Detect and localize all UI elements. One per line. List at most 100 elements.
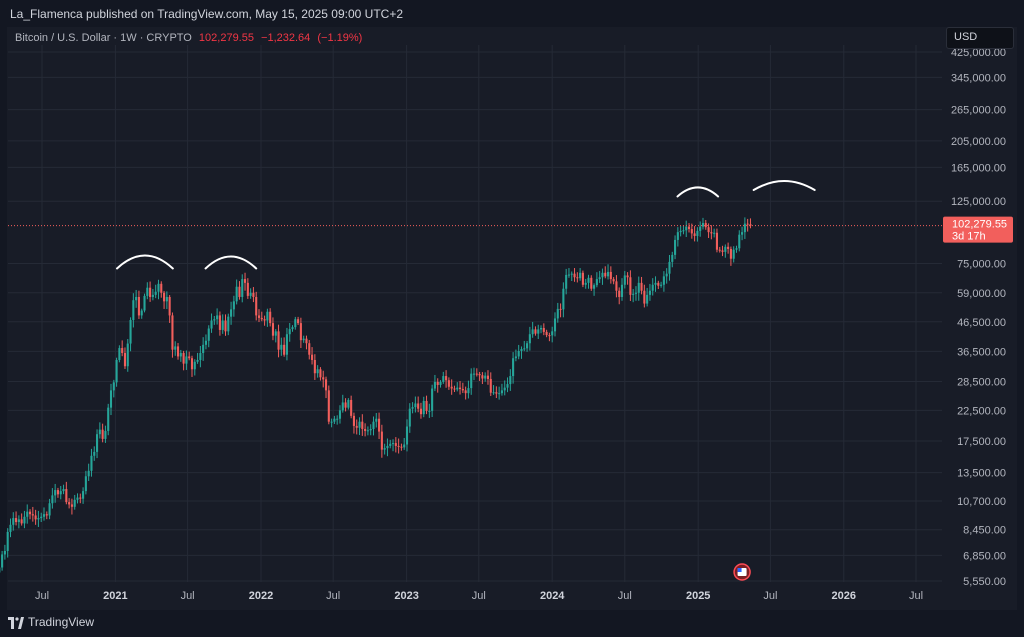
- candle-body: [484, 375, 487, 379]
- candle-body: [115, 359, 118, 383]
- chart-legend: Bitcoin / U.S. Dollar · 1W · CRYPTO 102,…: [15, 32, 362, 44]
- candle-body: [361, 421, 364, 430]
- x-tick-label: 2022: [249, 590, 273, 602]
- candle-body: [637, 282, 640, 293]
- candle-body: [54, 490, 57, 496]
- candle-body: [51, 495, 54, 504]
- candle-body: [98, 429, 101, 435]
- candle-body: [20, 519, 23, 524]
- candle-body: [366, 430, 369, 432]
- candle-body: [436, 381, 439, 385]
- candle-body: [266, 311, 269, 321]
- candle-body: [313, 359, 316, 374]
- y-tick-label: 8,450.00: [963, 525, 1006, 537]
- publisher-info: La_Flamenca published on TradingView.com…: [10, 7, 404, 21]
- candle-body: [453, 388, 456, 390]
- candle-body: [464, 390, 467, 394]
- candle-body: [472, 373, 476, 375]
- candle-body: [118, 348, 121, 360]
- currency-button[interactable]: USD: [946, 27, 1014, 49]
- candle-body: [425, 400, 428, 411]
- candle-body: [288, 329, 291, 335]
- candle-body: [151, 294, 154, 297]
- candle-body: [378, 418, 381, 432]
- candle-body: [509, 376, 512, 385]
- candle-body: [238, 286, 241, 297]
- candle-body: [573, 273, 576, 278]
- candle-body: [679, 230, 682, 233]
- price-tag-price: 102,279.55: [952, 219, 1007, 231]
- candle-body: [185, 356, 188, 364]
- candle-body: [542, 327, 545, 332]
- candle-body: [445, 376, 448, 381]
- candle-body: [232, 301, 235, 310]
- candle-body: [512, 358, 515, 377]
- candle-body: [135, 296, 138, 301]
- annotation-arc: [204, 255, 258, 270]
- candle-body: [352, 415, 355, 426]
- candle-body: [112, 382, 115, 391]
- candle-body: [28, 511, 32, 515]
- candle-body: [252, 292, 255, 297]
- legend-price: 102,279.55: [198, 32, 254, 44]
- candle-body: [721, 250, 724, 252]
- candle-body: [95, 434, 99, 452]
- symbol-label: Bitcoin / U.S. Dollar · 1W · CRYPTO: [15, 32, 192, 44]
- candle-body: [545, 331, 548, 336]
- candle-body: [394, 443, 397, 446]
- candle-body: [450, 386, 453, 389]
- candle-body: [718, 249, 721, 251]
- candle-body: [646, 294, 649, 304]
- candle-body: [330, 421, 333, 423]
- candle-body: [724, 246, 727, 252]
- candle-body: [249, 292, 252, 296]
- candle-body: [570, 273, 573, 275]
- candle-body: [193, 361, 196, 370]
- candle-body: [581, 272, 584, 285]
- y-tick-label: 205,000.00: [951, 136, 1006, 148]
- candle-body: [277, 331, 280, 350]
- candle-body: [475, 373, 478, 375]
- candle-body: [34, 515, 37, 520]
- candle-body: [84, 476, 87, 492]
- candle-body: [297, 319, 300, 324]
- candle-body: [246, 282, 249, 296]
- candle-body: [713, 232, 716, 234]
- candle-body: [263, 319, 266, 321]
- candle-body: [431, 388, 434, 411]
- candle-body: [687, 226, 691, 230]
- candle-body: [45, 514, 48, 516]
- candle-body: [699, 226, 702, 231]
- candle-body: [324, 379, 328, 391]
- y-tick-label: 5,550.00: [963, 576, 1006, 588]
- candle-body: [90, 455, 93, 471]
- candle-body: [500, 390, 503, 394]
- candle-body: [400, 446, 403, 448]
- candle-body: [447, 380, 450, 387]
- candle-body: [729, 248, 732, 259]
- y-tick-label: 36,500.00: [957, 346, 1006, 358]
- candle-body: [291, 327, 294, 330]
- candle-body: [48, 503, 51, 516]
- candle-body: [601, 272, 604, 278]
- candle-body: [562, 288, 565, 310]
- candle-body: [727, 246, 730, 249]
- candle-body: [743, 223, 746, 233]
- candle-body: [648, 290, 651, 295]
- candle-body: [154, 291, 157, 295]
- candle-body: [107, 407, 110, 431]
- candle-body: [23, 516, 26, 524]
- candle-body: [528, 334, 531, 344]
- candle-body: [408, 408, 411, 427]
- candle-body: [615, 281, 618, 291]
- candle-body: [620, 284, 624, 297]
- candle-body: [319, 369, 322, 378]
- candle-body: [126, 343, 129, 367]
- candle-body: [414, 403, 417, 408]
- x-tick-label: 2025: [686, 590, 710, 602]
- candle-body: [643, 290, 646, 304]
- y-tick-label: 28,500.00: [957, 376, 1006, 388]
- candle-body: [612, 279, 615, 282]
- candle-body: [405, 426, 409, 445]
